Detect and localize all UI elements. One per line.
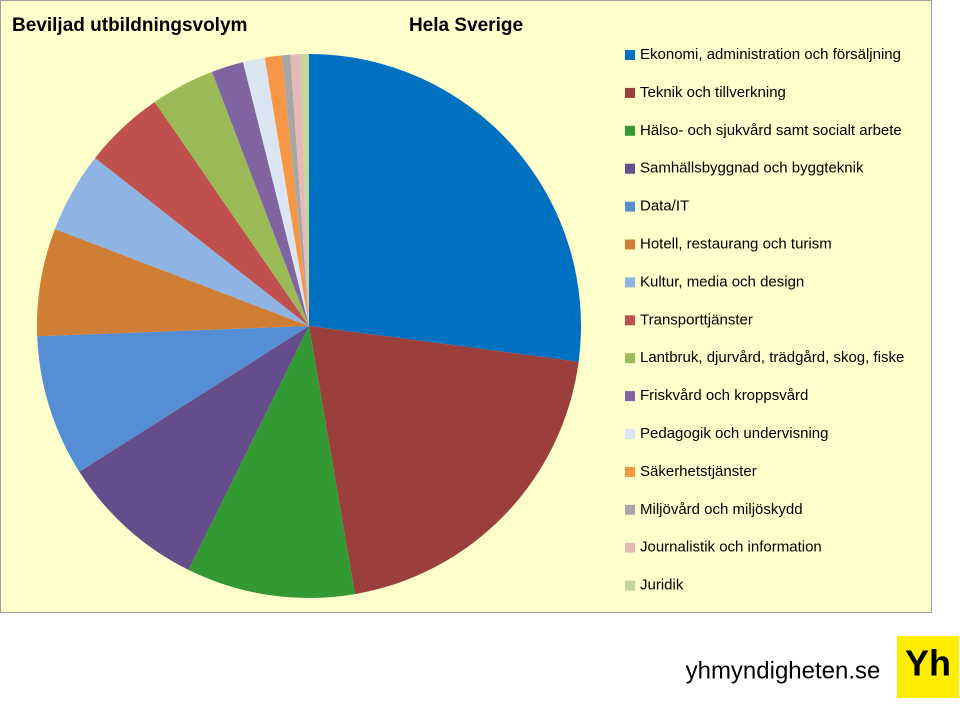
pie-slice (212, 62, 309, 327)
pie-slice (243, 57, 309, 326)
footer-site: yhmyndigheten.se (686, 657, 881, 684)
legend-swatch (625, 353, 635, 364)
pie-slice (309, 326, 579, 595)
legend-swatch (625, 87, 635, 98)
legend-swatch (625, 580, 635, 591)
legend-swatch (625, 504, 635, 515)
legend-label: Ekonomi, administration och försäljning (640, 46, 901, 63)
pie-slice (290, 54, 309, 326)
legend-label: Juridik (640, 577, 684, 594)
legend-label: Kultur, media och design (640, 273, 804, 290)
legend-swatch (625, 125, 635, 136)
pie-slice (281, 54, 309, 326)
chart-title: Beviljad utbildningsvolym (12, 15, 247, 36)
legend-label: Hotell, restaurang och turism (640, 235, 832, 252)
legend-swatch (625, 315, 635, 326)
pie-slice (37, 229, 310, 337)
legend-label: Lantbruk, djurvård, trädgård, skog, fisk… (640, 349, 904, 366)
pie-slice (54, 157, 310, 326)
legend-swatch (625, 542, 635, 553)
legend-label: Pedagogik och undervisning (640, 425, 828, 442)
pie-slice (95, 101, 309, 326)
pie-slice (154, 71, 309, 327)
chart-subtitle: Hela Sverige (409, 15, 523, 36)
pie-slice (264, 55, 309, 326)
legend-swatch (625, 391, 635, 402)
pie (37, 54, 581, 598)
legend-label: Hälso- och sjukvård samt socialt arbete (640, 122, 902, 139)
legend: Ekonomi, administration och försäljning T… (625, 46, 904, 594)
legend-label: Friskvård och kroppsvård (640, 387, 808, 404)
legend-label: Data/IT (640, 198, 689, 215)
pie-slice (300, 54, 309, 326)
legend-swatch (625, 466, 635, 477)
legend-swatch (625, 163, 635, 174)
legend-label: Journalistik och information (640, 539, 822, 556)
legend-label: Transporttjänster (640, 311, 753, 328)
pie-slice (79, 326, 309, 570)
pie-slice (309, 54, 581, 362)
pie-slice (188, 326, 355, 598)
legend-label: Miljövård och miljöskydd (640, 501, 803, 518)
legend-label: Samhällsbyggnad och byggteknik (640, 160, 864, 177)
logo-box (897, 636, 959, 698)
pie-slice (37, 326, 309, 472)
legend-swatch (625, 201, 635, 212)
legend-swatch (625, 50, 635, 60)
legend-swatch (625, 277, 635, 288)
logo: Yh (905, 643, 951, 684)
legend-label: Teknik och tillverkning (640, 84, 786, 101)
legend-swatch (625, 429, 635, 439)
legend-label: Säkerhetstjänster (640, 463, 757, 480)
legend-swatch (625, 239, 635, 250)
